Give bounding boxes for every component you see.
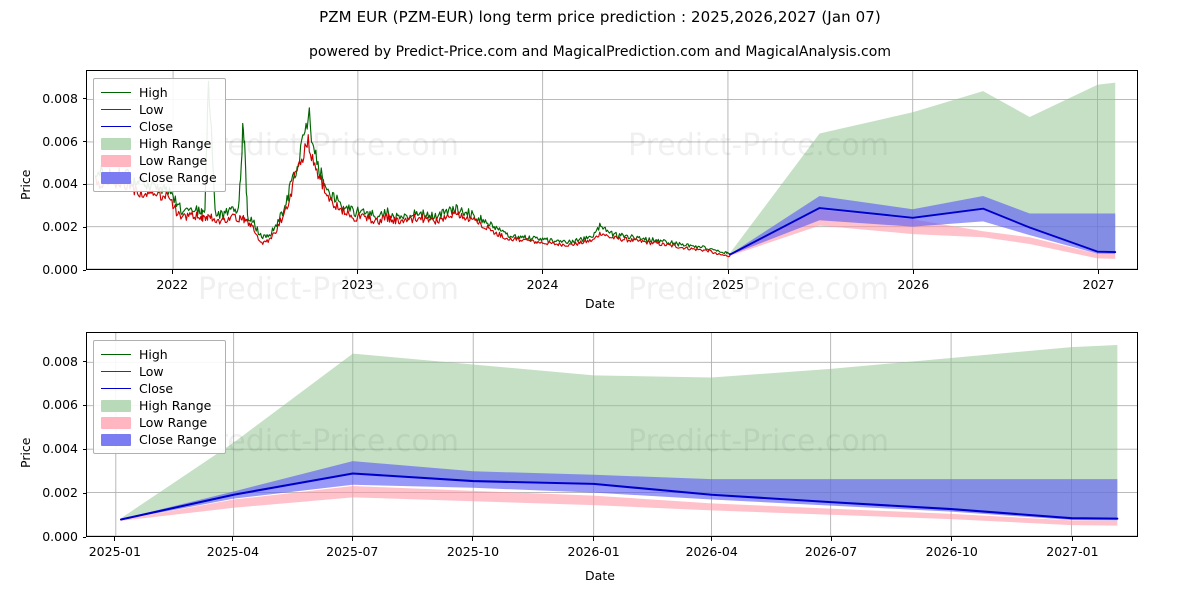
legend-swatch-high-range-icon	[101, 399, 131, 412]
legend-swatch-low-icon	[101, 365, 131, 378]
x-axis-tick-mark	[356, 270, 358, 274]
legend-item-low-range[interactable]: Low Range	[101, 152, 217, 169]
y-axis-tick-label: 0.000	[42, 529, 78, 544]
legend-swatch-low-range-icon	[101, 416, 131, 429]
x-axis-tick-label: 2025-07	[326, 544, 379, 559]
x-axis-tick-mark	[593, 537, 595, 541]
y-axis-tick-label: 0.006	[42, 397, 78, 413]
page-title: PZM EUR (PZM-EUR) long term price predic…	[319, 8, 881, 26]
y-axis-tick-label: 0.002	[42, 219, 78, 235]
x-axis-tick-label: 2026-04	[685, 544, 738, 559]
x-axis-tick-mark	[727, 270, 729, 274]
y-axis-tick-mark	[82, 492, 86, 494]
legend-label: Close	[139, 381, 174, 396]
legend-label: Low	[139, 364, 164, 379]
bottom-chart-xlabel: Date	[585, 568, 615, 583]
y-axis-tick-label: 0.008	[42, 90, 78, 106]
x-axis-tick-label: 2027-01	[1046, 544, 1099, 559]
y-axis-tick-mark	[82, 536, 86, 538]
legend-item-low[interactable]: Low	[101, 101, 217, 118]
x-axis-tick-label: 2024	[526, 277, 559, 292]
top-chart-legend: High Low Close High Range Low Range Close Ran…	[93, 78, 226, 192]
bottom-chart-canvas	[87, 333, 1137, 536]
legend-item-high[interactable]: High	[101, 346, 217, 363]
legend-item-close-range[interactable]: Close Range	[101, 431, 217, 448]
x-axis-tick-label: 2025-10	[446, 544, 500, 559]
y-axis-tick-mark	[82, 404, 86, 406]
x-axis-tick-label: 2026-07	[804, 544, 858, 559]
x-axis-tick-mark	[711, 537, 713, 541]
x-axis-tick-label: 2026-01	[567, 544, 620, 559]
x-axis-tick-mark	[951, 537, 953, 541]
legend-label: Low Range	[139, 153, 208, 168]
y-axis-tick-mark	[82, 226, 86, 228]
legend-item-close[interactable]: Close	[101, 118, 217, 135]
bottom-chart-legend: High Low Close High Range Low Range Close Ran…	[93, 340, 226, 454]
x-axis-tick-label: 2025	[712, 277, 745, 292]
legend-swatch-low-icon	[101, 103, 131, 116]
legend-swatch-close-range-icon	[101, 171, 131, 184]
x-axis-tick-label: 2025-01	[88, 544, 141, 559]
legend-label: High	[139, 85, 168, 100]
legend-swatch-high-range-icon	[101, 137, 131, 150]
legend-label: High Range	[139, 398, 212, 413]
legend-item-low-range[interactable]: Low Range	[101, 414, 217, 431]
y-axis-tick-label: 0.004	[42, 441, 78, 457]
y-axis-tick-mark	[82, 141, 86, 143]
x-axis-tick-mark	[1097, 270, 1099, 274]
y-axis-tick-label: 0.002	[42, 485, 78, 501]
top-chart-axes	[86, 70, 1138, 270]
x-axis-tick-mark	[912, 270, 914, 274]
bottom-chart-axes	[86, 332, 1138, 537]
x-axis-tick-label: 2022	[156, 277, 189, 292]
x-axis-tick-label: 2026	[897, 277, 930, 292]
legend-swatch-high-icon	[101, 86, 131, 99]
y-axis-tick-label: 0.006	[42, 133, 78, 149]
legend-label: Close Range	[139, 432, 217, 447]
x-axis-tick-label: 2026-10	[925, 544, 978, 559]
legend-swatch-high-icon	[101, 348, 131, 361]
page-subtitle: powered by Predict-Price.com and Magical…	[309, 44, 891, 60]
y-axis-tick-label: 0.004	[42, 176, 78, 192]
legend-item-close-range[interactable]: Close Range	[101, 169, 217, 186]
bottom-chart-ylabel: Price	[18, 437, 33, 469]
legend-label: High Range	[139, 136, 212, 151]
legend-label: Low	[139, 102, 164, 117]
legend-item-close[interactable]: Close	[101, 380, 217, 397]
legend-label: Low Range	[139, 415, 208, 430]
y-axis-tick-mark	[82, 183, 86, 185]
y-axis-tick-label: 0.008	[42, 353, 78, 369]
x-axis-tick-mark	[114, 537, 116, 541]
x-axis-tick-mark	[472, 537, 474, 541]
y-axis-tick-mark	[82, 448, 86, 450]
y-axis-tick-label: 0.000	[42, 262, 78, 277]
x-axis-tick-mark	[542, 270, 543, 274]
legend-label: High	[139, 347, 168, 362]
x-axis-tick-mark	[171, 270, 173, 274]
x-axis-tick-mark	[1071, 537, 1073, 541]
x-axis-tick-mark	[351, 537, 353, 541]
x-axis-tick-label: 2027	[1082, 277, 1115, 292]
legend-label: Close Range	[139, 170, 217, 185]
legend-label: Close	[139, 119, 174, 134]
x-axis-tick-label: 2025-04	[206, 544, 260, 559]
y-axis-tick-mark	[82, 361, 86, 363]
top-chart-xlabel: Date	[585, 296, 615, 311]
legend-swatch-close-icon	[101, 120, 131, 133]
y-axis-tick-mark	[82, 98, 86, 100]
legend-item-low[interactable]: Low	[101, 363, 217, 380]
x-axis-tick-mark	[830, 537, 832, 541]
legend-swatch-close-range-icon	[101, 433, 131, 446]
legend-item-high-range[interactable]: High Range	[101, 135, 217, 152]
legend-swatch-low-range-icon	[101, 154, 131, 167]
legend-item-high-range[interactable]: High Range	[101, 397, 217, 414]
top-chart-canvas	[87, 71, 1137, 269]
x-axis-tick-label: 2023	[341, 277, 374, 292]
y-axis-tick-mark	[82, 269, 86, 271]
top-chart-ylabel: Price	[18, 169, 33, 201]
legend-swatch-close-icon	[101, 382, 131, 395]
legend-item-high[interactable]: High	[101, 84, 217, 101]
x-axis-tick-mark	[232, 537, 234, 541]
